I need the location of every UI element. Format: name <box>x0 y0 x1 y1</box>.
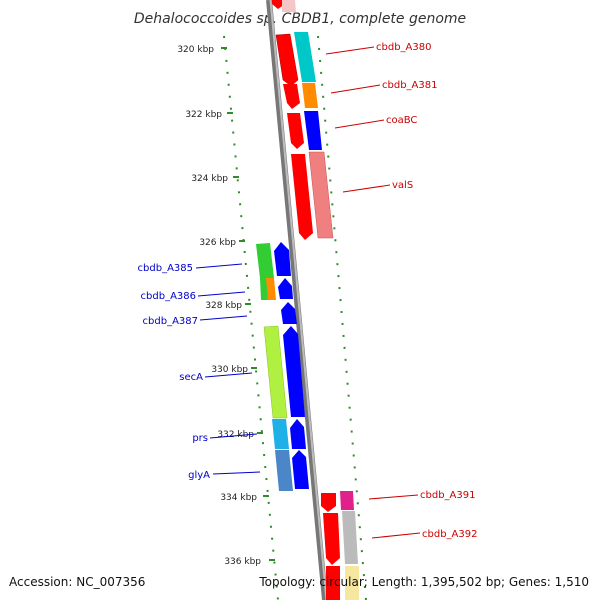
map-title: Dehalococcoides sp. CBDB1, complete geno… <box>134 11 466 27</box>
gene-prs-block <box>272 419 306 449</box>
tick-label: 320 kbp <box>177 45 214 55</box>
accession-text: Accession: NC_007356 <box>9 575 145 589</box>
gene-cbdb-a380-block <box>275 32 316 87</box>
tick-label: 336 kbp <box>224 557 261 567</box>
gene-label: cbdb_A387 <box>143 316 198 327</box>
cyan-feature <box>294 32 316 82</box>
leader-line <box>325 46 375 55</box>
gene-label: cbdb_A385 <box>138 263 193 274</box>
cds-red-feature <box>323 513 340 565</box>
leader-line <box>195 263 243 269</box>
cds-red-feature <box>275 33 299 87</box>
gene-cbdb-a386-block <box>260 278 293 300</box>
gene-coabc-block <box>287 111 322 150</box>
gene-label: valS <box>392 180 413 191</box>
gene-label: cbdb_A380 <box>376 42 431 53</box>
sky-feature <box>272 419 289 449</box>
orange-feature <box>302 83 318 108</box>
cds-red-feature <box>287 113 304 149</box>
leader-line <box>342 184 391 193</box>
green-feature <box>260 278 268 300</box>
leader-line <box>368 494 419 500</box>
orange-feature <box>266 278 276 300</box>
gene-glya-block <box>275 450 309 491</box>
gene-label: cbdb_A392 <box>422 529 477 540</box>
cds-blue-feature <box>281 302 297 324</box>
left-gene-labels: cbdb_A385 cbdb_A386 cbdb_A387 secA prs g… <box>138 263 211 481</box>
tick-marks <box>221 47 275 561</box>
cds-blue-feature <box>278 278 293 299</box>
gene-label: prs <box>192 433 208 444</box>
gene-label: cbdb_A386 <box>141 291 196 302</box>
leader-line <box>204 372 253 378</box>
tick-label: 326 kbp <box>199 238 236 248</box>
leader-line <box>209 433 258 439</box>
gene-label: secA <box>179 372 203 383</box>
cds-blue-feature <box>274 242 291 276</box>
cds-blue-feature <box>283 326 305 417</box>
pink-feature <box>308 151 334 239</box>
leader-line <box>199 315 248 321</box>
cds-blue-feature <box>292 450 309 489</box>
tick-label: 328 kbp <box>205 301 242 311</box>
leader-line <box>197 291 246 297</box>
gene-cbdb-a385-block <box>256 242 291 278</box>
leader-line <box>371 532 421 539</box>
footer: Accession: NC_007356 Topology: circular;… <box>9 575 589 589</box>
tick-label: 332 kbp <box>217 430 254 440</box>
leader-line <box>330 84 381 94</box>
green-feature <box>256 243 274 278</box>
gene-label: coaBC <box>386 115 417 126</box>
cds-blue-feature <box>290 419 306 449</box>
leader-line <box>334 119 385 129</box>
magenta-feature <box>340 491 354 510</box>
gene-cbdb-a392-block <box>323 511 358 565</box>
gene-seca-block <box>263 325 305 419</box>
tick-labels: 320 kbp 322 kbp 324 kbp 326 kbp 328 kbp … <box>177 45 261 567</box>
cds-red-feature <box>291 154 313 240</box>
tick-label: 324 kbp <box>191 174 228 184</box>
topology-text: Topology: circular; Length: 1,395,502 bp… <box>258 575 589 589</box>
gene-label: cbdb_A381 <box>382 80 437 91</box>
gene-cbdb-a391-block <box>321 491 354 512</box>
gene-cbdb-a387-block <box>281 302 297 324</box>
tick-label: 322 kbp <box>185 110 222 120</box>
gene-cbdb-a381-block <box>283 83 318 109</box>
right-gene-labels: cbdb_A380 cbdb_A381 coaBC valS cbdb_A391… <box>376 42 477 540</box>
gene-label: glyA <box>188 470 210 481</box>
tick-label: 330 kbp <box>211 365 248 375</box>
gene-vals-block <box>291 151 334 240</box>
gray-feature <box>342 511 358 564</box>
light-green-feature <box>263 325 288 419</box>
label-leader-lines <box>195 46 421 539</box>
tick-label: 334 kbp <box>220 493 257 503</box>
leader-line <box>212 471 261 475</box>
cds-blue-feature <box>304 111 322 150</box>
feature-top-partial <box>272 0 296 12</box>
genome-backbone <box>266 0 328 600</box>
steel-feature <box>275 450 293 491</box>
feature-bottom-partial <box>326 566 359 600</box>
dotted-track-left <box>223 35 279 600</box>
cds-red-feature <box>283 84 300 109</box>
cds-red-feature <box>321 493 336 512</box>
gene-label: cbdb_A391 <box>420 490 475 501</box>
